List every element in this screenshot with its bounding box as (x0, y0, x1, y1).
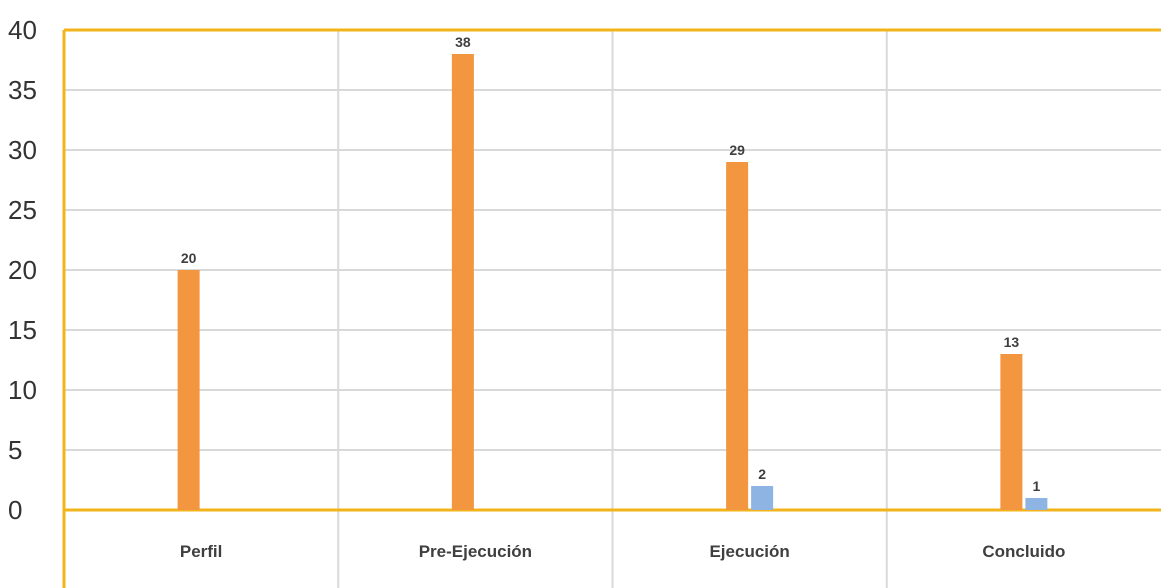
plot-frame (62, 28, 1161, 588)
data-label-concluido-series-1: 13 (1004, 334, 1020, 350)
bar-perfil-series-1 (177, 270, 200, 510)
category-label-pre-ejecuci-n: Pre-Ejecución (419, 542, 532, 561)
category-label-ejecuci-n: Ejecución (709, 542, 789, 561)
y-tick-label-25: 25 (8, 195, 37, 225)
x-axis-categories: Perfil Pre-Ejecución Ejecución Concluido (180, 542, 1066, 561)
category-label-concluido: Concluido (982, 542, 1065, 561)
bar-ejecuci-n-series-1 (726, 162, 749, 510)
y-tick-label-35: 35 (8, 75, 37, 105)
bar-ejecuci-n-series-2 (751, 486, 774, 510)
data-label-ejecuci-n-series-1: 29 (729, 142, 745, 158)
bar-concluido-series-2 (1025, 498, 1048, 510)
y-axis-ticks: 0 5 10 15 20 25 30 35 40 (8, 15, 37, 525)
y-tick-label-5: 5 (8, 435, 22, 465)
bar-concluido-series-1 (1000, 354, 1023, 510)
y-tick-label-10: 10 (8, 375, 37, 405)
bars (177, 54, 1048, 510)
bar-pre-ejecuci-n-series-1 (451, 54, 474, 510)
category-label-perfil: Perfil (180, 542, 223, 561)
y-tick-label-40: 40 (8, 15, 37, 45)
y-tick-label-30: 30 (8, 135, 37, 165)
y-tick-label-20: 20 (8, 255, 37, 285)
y-tick-label-15: 15 (8, 315, 37, 345)
gridlines (64, 30, 1161, 588)
data-labels: 20 38 29 2 13 1 (181, 34, 1041, 494)
data-label-concluido-series-2: 1 (1032, 478, 1040, 494)
y-tick-label-0: 0 (8, 495, 22, 525)
data-label-perfil-series-1: 20 (181, 250, 197, 266)
data-label-ejecuci-n-series-2: 2 (758, 466, 766, 482)
data-label-pre-ejecuci-n-series-1: 38 (455, 34, 471, 50)
